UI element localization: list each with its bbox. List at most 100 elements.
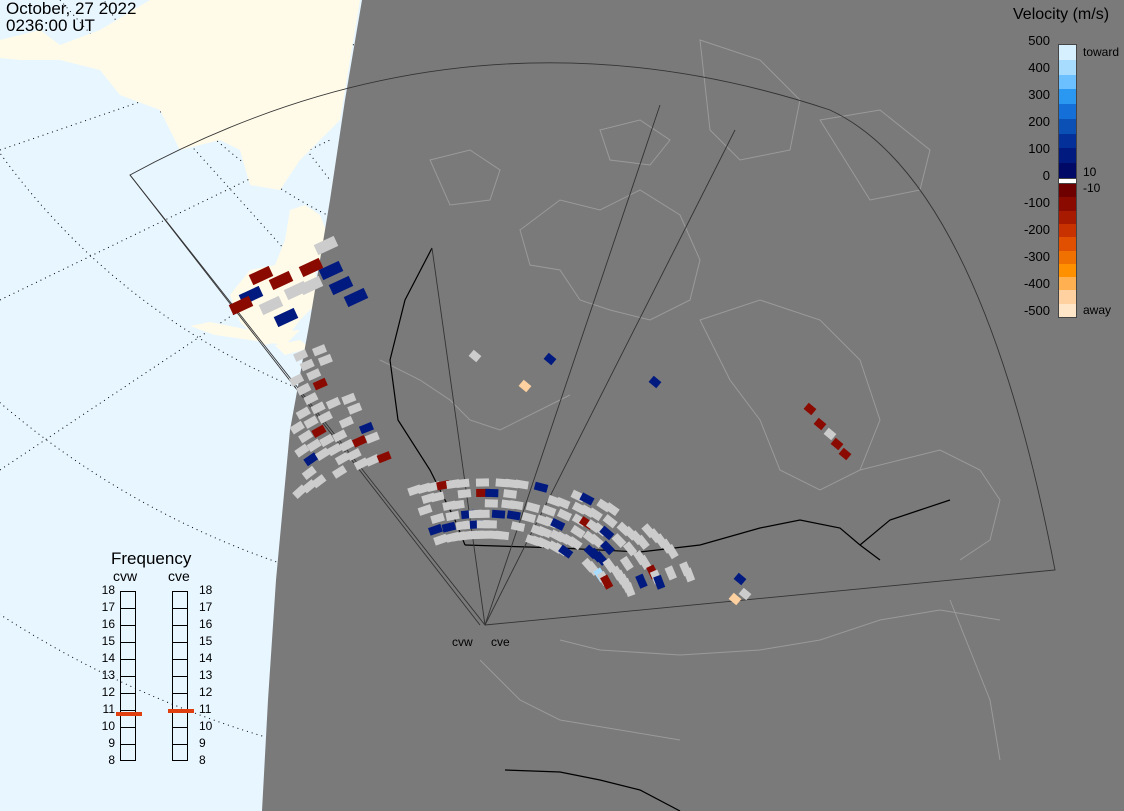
velocity-cell bbox=[838, 447, 852, 461]
velocity-cell bbox=[294, 443, 310, 458]
frequency-label-right: 11 bbox=[199, 702, 212, 716]
frequency-label-left: 11 bbox=[102, 702, 115, 716]
velocity-cell bbox=[298, 429, 314, 444]
velocity-cell bbox=[317, 410, 333, 424]
velocity-cell bbox=[579, 492, 595, 506]
velocity-tick-label: -200 bbox=[1023, 222, 1050, 237]
velocity-cell bbox=[258, 295, 284, 316]
velocity-cell bbox=[664, 565, 677, 581]
velocity-cell bbox=[325, 396, 341, 410]
velocity-cell bbox=[588, 533, 604, 549]
frequency-box-cve bbox=[168, 591, 194, 761]
velocity-tick-label: 400 bbox=[1028, 60, 1050, 75]
velocity-cells bbox=[228, 235, 852, 606]
colorbar-away-segment bbox=[1059, 184, 1076, 198]
velocity-cell bbox=[319, 433, 335, 448]
colorbar-toward-segment bbox=[1059, 163, 1076, 179]
velocity-cell bbox=[364, 454, 381, 467]
colorbar-away-segment bbox=[1059, 197, 1076, 212]
frequency-label-right: 18 bbox=[199, 583, 213, 597]
velocity-cell bbox=[303, 415, 319, 429]
velocity-cell bbox=[665, 543, 679, 560]
velocity-cell bbox=[509, 500, 524, 511]
velocity-cell bbox=[299, 358, 315, 372]
velocity-cell bbox=[813, 417, 827, 431]
frequency-gridline bbox=[121, 693, 135, 694]
frequency-label-right: 10 bbox=[199, 719, 213, 733]
frequency-gridline bbox=[173, 659, 187, 660]
frequency-gridline bbox=[173, 608, 187, 609]
colorbar-away-segment bbox=[1059, 277, 1076, 291]
frequency-gridline bbox=[121, 625, 135, 626]
velocity-cell bbox=[604, 502, 620, 517]
frequency-label-right: 12 bbox=[199, 685, 213, 699]
velocity-tick-label: -400 bbox=[1023, 276, 1050, 291]
velocity-cell bbox=[347, 402, 363, 415]
velocity-legend-title: Velocity (m/s) bbox=[1013, 6, 1110, 23]
velocity-tick-label: 200 bbox=[1028, 114, 1050, 129]
velocity-cell bbox=[635, 573, 648, 589]
velocity-cell bbox=[475, 478, 490, 487]
velocity-tick-label: 100 bbox=[1028, 141, 1050, 156]
velocity-cell bbox=[830, 437, 844, 451]
velocity-cell bbox=[536, 536, 552, 550]
velocity-cell bbox=[351, 434, 368, 448]
pos-threshold-label: 10 bbox=[1083, 165, 1097, 179]
velocity-cell bbox=[289, 420, 305, 435]
velocity-cell bbox=[619, 555, 634, 572]
velocity-cell bbox=[477, 530, 491, 539]
velocity-cell bbox=[441, 521, 457, 533]
velocity-tick-label: 0 bbox=[1042, 168, 1050, 183]
frequency-gridline bbox=[173, 625, 187, 626]
frequency-label-left: 13 bbox=[101, 668, 115, 682]
frequency-gridline bbox=[173, 727, 187, 728]
velocity-cell bbox=[622, 541, 638, 557]
velocity-cell bbox=[468, 349, 482, 363]
velocity-cell bbox=[503, 489, 518, 499]
velocity-cell bbox=[541, 504, 557, 517]
velocity-cell bbox=[311, 344, 328, 357]
velocity-cell bbox=[653, 574, 666, 590]
velocity-cell bbox=[428, 523, 443, 536]
colorbar-toward-segment bbox=[1059, 133, 1076, 149]
frequency-label-right: 15 bbox=[199, 634, 213, 648]
velocity-cell bbox=[570, 524, 586, 539]
velocity-cell bbox=[483, 520, 497, 529]
velocity-tick-label: -300 bbox=[1023, 249, 1050, 264]
velocity-cell bbox=[268, 270, 294, 291]
velocity-cell bbox=[343, 287, 369, 308]
colorbar-away-segment bbox=[1059, 237, 1076, 251]
velocity-cell bbox=[521, 512, 537, 524]
velocity-cell bbox=[353, 457, 369, 471]
velocity-cell bbox=[298, 275, 324, 296]
velocity-cell bbox=[823, 427, 837, 441]
velocity-cell bbox=[332, 429, 348, 443]
velocity-cell bbox=[334, 451, 351, 466]
velocity-cell bbox=[298, 257, 324, 278]
frequency-label-left: 9 bbox=[108, 736, 115, 750]
frequency-label-right: 16 bbox=[199, 617, 213, 631]
velocity-cell bbox=[738, 587, 752, 601]
frequency-gridline bbox=[173, 676, 187, 677]
velocity-cell bbox=[346, 448, 362, 462]
radar-cve-header: cve bbox=[168, 568, 190, 584]
frequency-box-cvw bbox=[116, 591, 142, 761]
date-label: October, 27 2022 bbox=[6, 0, 137, 18]
frequency-label-left: 16 bbox=[101, 617, 115, 631]
velocity-cell bbox=[514, 479, 529, 490]
velocity-cell bbox=[567, 536, 583, 551]
velocity-cell bbox=[506, 510, 521, 521]
frequency-label-left: 18 bbox=[101, 583, 115, 597]
frequency-marker-cve bbox=[168, 709, 194, 713]
velocity-cell bbox=[341, 392, 357, 405]
velocity-cell bbox=[306, 438, 322, 453]
velocity-cell bbox=[611, 533, 627, 548]
velocity-cell bbox=[450, 499, 465, 510]
away-label: away bbox=[1083, 303, 1112, 317]
colorbar-toward-segment bbox=[1059, 45, 1076, 61]
frequency-label-right: 8 bbox=[199, 753, 206, 767]
velocity-cell bbox=[248, 265, 274, 286]
velocity-cell bbox=[228, 295, 254, 316]
velocity-cell bbox=[600, 574, 614, 590]
